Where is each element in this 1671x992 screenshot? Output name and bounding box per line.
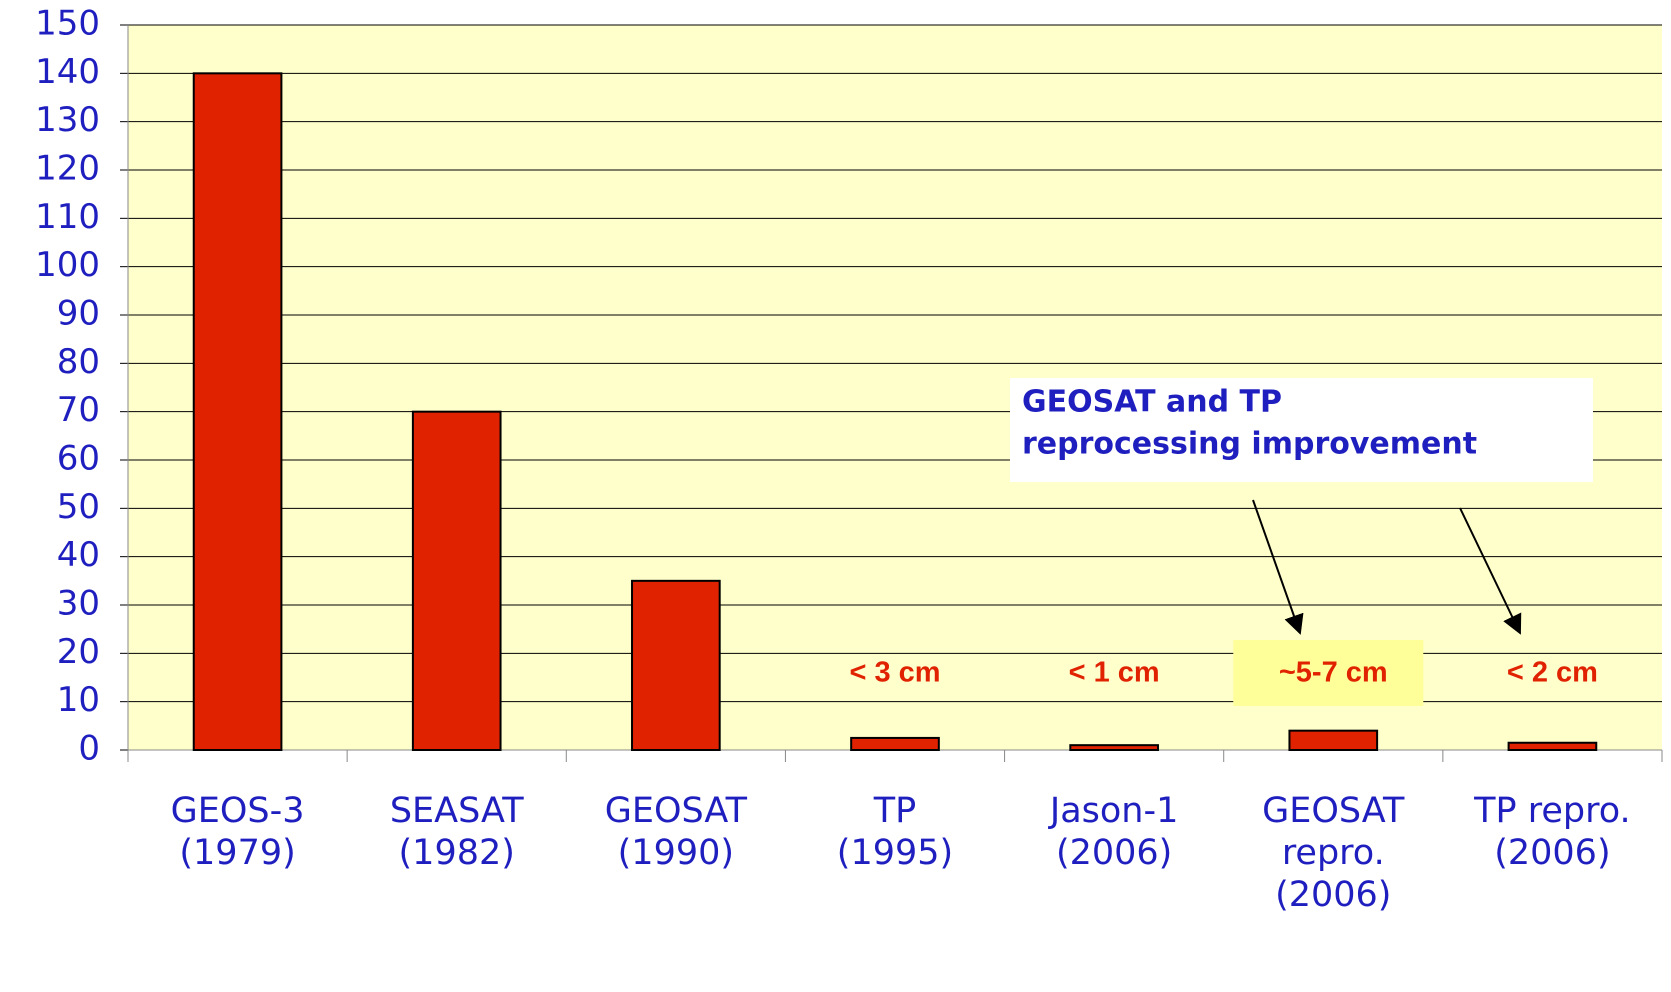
y-tick-label: 60 <box>57 439 100 479</box>
bar-note: ~5-7 cm <box>1279 657 1388 689</box>
bar <box>631 579 721 751</box>
y-tick-label: 80 <box>57 342 100 382</box>
grid <box>120 24 1663 762</box>
arrow <box>1459 507 1522 635</box>
bar <box>1507 741 1598 751</box>
bar-note: < 1 cm <box>1069 657 1160 689</box>
y-tick-label: 70 <box>57 390 100 430</box>
y-tick-label: 20 <box>57 632 100 672</box>
callout-text: reprocessing improvement <box>1022 427 1477 462</box>
y-tick-label: 110 <box>35 197 100 237</box>
x-tick-label: TP repro. (2006) <box>1473 791 1631 873</box>
arrow <box>1252 499 1304 635</box>
bar-note: < 2 cm <box>1507 657 1598 689</box>
callout-box <box>1010 378 1593 482</box>
bars <box>192 72 1598 752</box>
y-tick-label: 0 <box>78 729 100 769</box>
bar <box>192 72 283 752</box>
y-tick-label: 30 <box>57 584 100 624</box>
bar-note: < 3 cm <box>849 657 940 689</box>
y-tick-label: 140 <box>35 52 100 92</box>
x-tick-label: GEOSAT repro. (2006) <box>1262 791 1405 915</box>
x-tick-label: GEOS-3 (1979) <box>171 791 305 873</box>
x-tick-label: GEOSAT (1990) <box>605 791 748 873</box>
note-highlight <box>1233 640 1424 706</box>
bar <box>411 410 502 751</box>
y-tick-label: 90 <box>57 294 100 334</box>
x-tick-label: SEASAT (1982) <box>390 791 524 873</box>
bar <box>850 736 940 752</box>
bar <box>1069 744 1159 752</box>
y-tick-label: 100 <box>35 245 100 285</box>
y-tick-label: 150 <box>35 4 100 44</box>
y-tick-label: 50 <box>57 487 100 527</box>
callout-text: GEOSAT and TP <box>1022 385 1282 420</box>
y-tick-label: 130 <box>35 100 100 140</box>
y-tick-label: 10 <box>57 680 100 720</box>
bar <box>1288 729 1379 752</box>
x-tick-label: TP (1995) <box>837 791 953 873</box>
y-tick-label: 40 <box>57 535 100 575</box>
x-tick-label: Jason-1 (2006) <box>1048 791 1179 873</box>
y-tick-label: 120 <box>35 149 100 189</box>
